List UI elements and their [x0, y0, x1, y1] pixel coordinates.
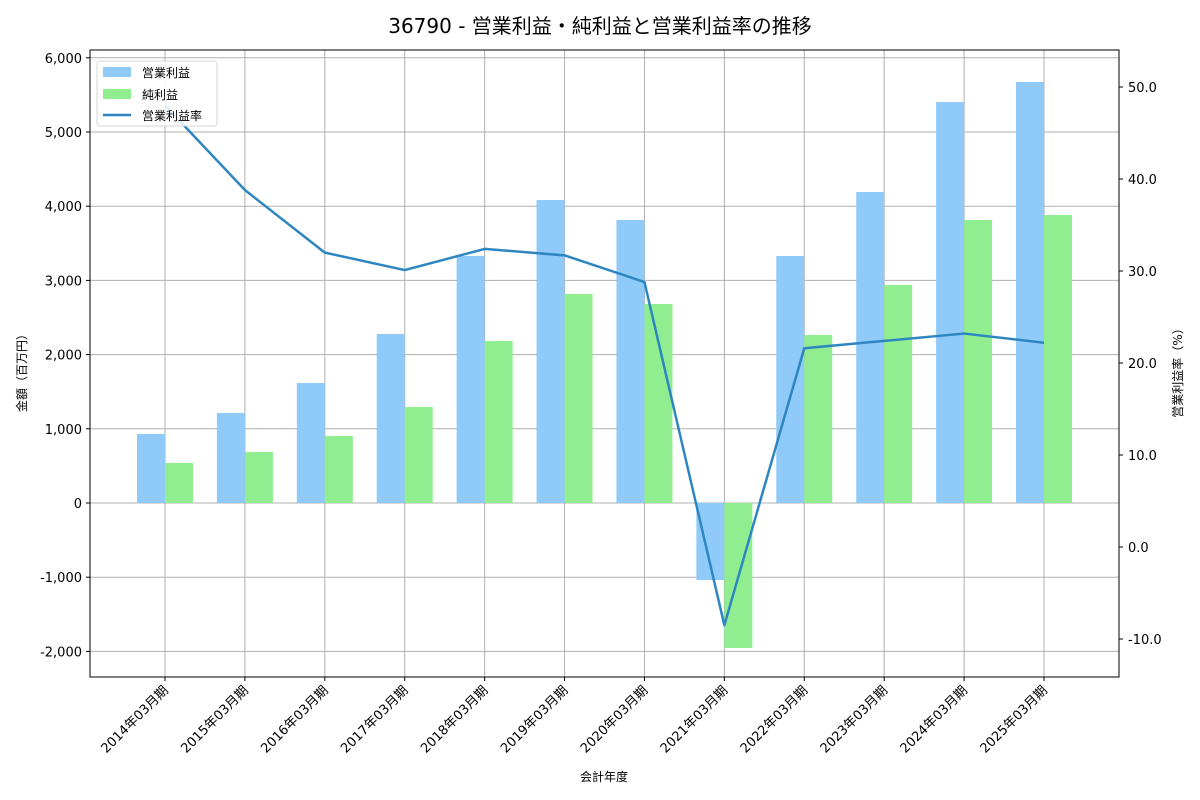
legend-label-net-profit: 純利益 [142, 88, 178, 102]
line-series [164, 104, 1045, 627]
bar-operating-profit [456, 255, 485, 503]
bar-net-profit [564, 293, 593, 503]
legend-swatch-operating-profit [103, 67, 131, 77]
bar-operating-profit [137, 433, 165, 503]
line-operating-margin [164, 104, 1045, 627]
bar-operating-profit [616, 220, 645, 503]
y-right-tick-label: 20.0 [1128, 357, 1157, 372]
chart-title: 36790 - 営業利益・純利益と営業利益率の推移 [388, 14, 812, 38]
y-tick-label: -2,000 [40, 645, 82, 660]
y-tick-label: 3,000 [45, 274, 82, 289]
y-right-tick-label: 50.0 [1128, 81, 1157, 96]
y-axis-left: -2,000 -1,000 0 1,000 2,000 3,000 4,000 5,000 6,… [40, 52, 90, 660]
bar-operating-profit [536, 199, 565, 503]
bar-net-profit [324, 435, 353, 503]
bar-operating-profit [1016, 81, 1044, 503]
x-tick-label: 2020年03月期 [578, 683, 651, 756]
x-tick-label: 2014年03月期 [99, 683, 172, 756]
y-tick-label: -1,000 [40, 571, 82, 586]
bar-net-profit [484, 341, 513, 503]
y-right-tick-label: 40.0 [1128, 173, 1157, 188]
y-right-tick-label: 30.0 [1128, 265, 1157, 280]
x-tick-label: 2017年03月期 [338, 683, 411, 756]
legend: 営業利益 純利益 営業利益率 [96, 60, 218, 127]
y-tick-label: 1,000 [45, 423, 82, 438]
bar-net-profit [404, 406, 433, 503]
x-tick-label: 2022年03月期 [738, 683, 811, 756]
y-tick-label: 0 [74, 497, 82, 512]
bar-net-profit [804, 335, 833, 503]
bar-series [137, 81, 1072, 648]
bar-operating-profit [296, 383, 325, 503]
x-tick-label: 2024年03月期 [898, 683, 971, 756]
bar-net-profit [884, 285, 913, 503]
legend-label-margin: 営業利益率 [142, 108, 202, 123]
y-axis-right: -10.0 0.0 10.0 20.0 30.0 40.0 50.0 [1119, 81, 1162, 648]
x-tick-label: 2025年03月期 [978, 683, 1051, 756]
x-tick-label: 2015年03月期 [178, 683, 251, 756]
bar-net-profit [1044, 215, 1072, 504]
legend-label-operating-profit: 営業利益 [142, 66, 190, 80]
x-tick-label: 2021年03月期 [658, 683, 731, 756]
x-tick-label: 2016年03月期 [258, 683, 331, 756]
x-axis: 2014年03月期 2015年03月期 2016年03月期 2017年03月期 2018… [99, 677, 1051, 757]
bar-net-profit [644, 303, 673, 503]
y-axis-right-label: 営業利益率（%） [1170, 322, 1185, 417]
bar-net-profit [964, 220, 993, 503]
bar-operating-profit [216, 412, 245, 503]
y-tick-label: 6,000 [45, 52, 82, 67]
bar-operating-profit [936, 102, 965, 504]
bar-operating-profit [376, 333, 405, 503]
y-right-tick-label: 10.0 [1128, 449, 1157, 464]
bar-operating-profit [856, 192, 885, 503]
legend-swatch-net-profit [103, 89, 131, 99]
y-axis-left-label: 金額（百万円） [14, 328, 29, 412]
x-tick-label: 2018年03月期 [418, 683, 491, 756]
legend-box [96, 60, 218, 127]
bar-operating-profit [776, 255, 805, 503]
bar-net-profit [165, 462, 193, 503]
x-axis-label: 会計年度 [580, 769, 628, 784]
x-tick-label: 2023年03月期 [818, 683, 891, 756]
y-tick-label: 2,000 [45, 349, 82, 364]
y-right-tick-label: 0.0 [1128, 541, 1149, 556]
y-tick-label: 5,000 [45, 126, 82, 141]
y-tick-label: 4,000 [45, 200, 82, 215]
x-tick-label: 2019年03月期 [498, 683, 571, 756]
y-right-tick-label: -10.0 [1128, 633, 1162, 648]
bar-net-profit [244, 452, 273, 503]
